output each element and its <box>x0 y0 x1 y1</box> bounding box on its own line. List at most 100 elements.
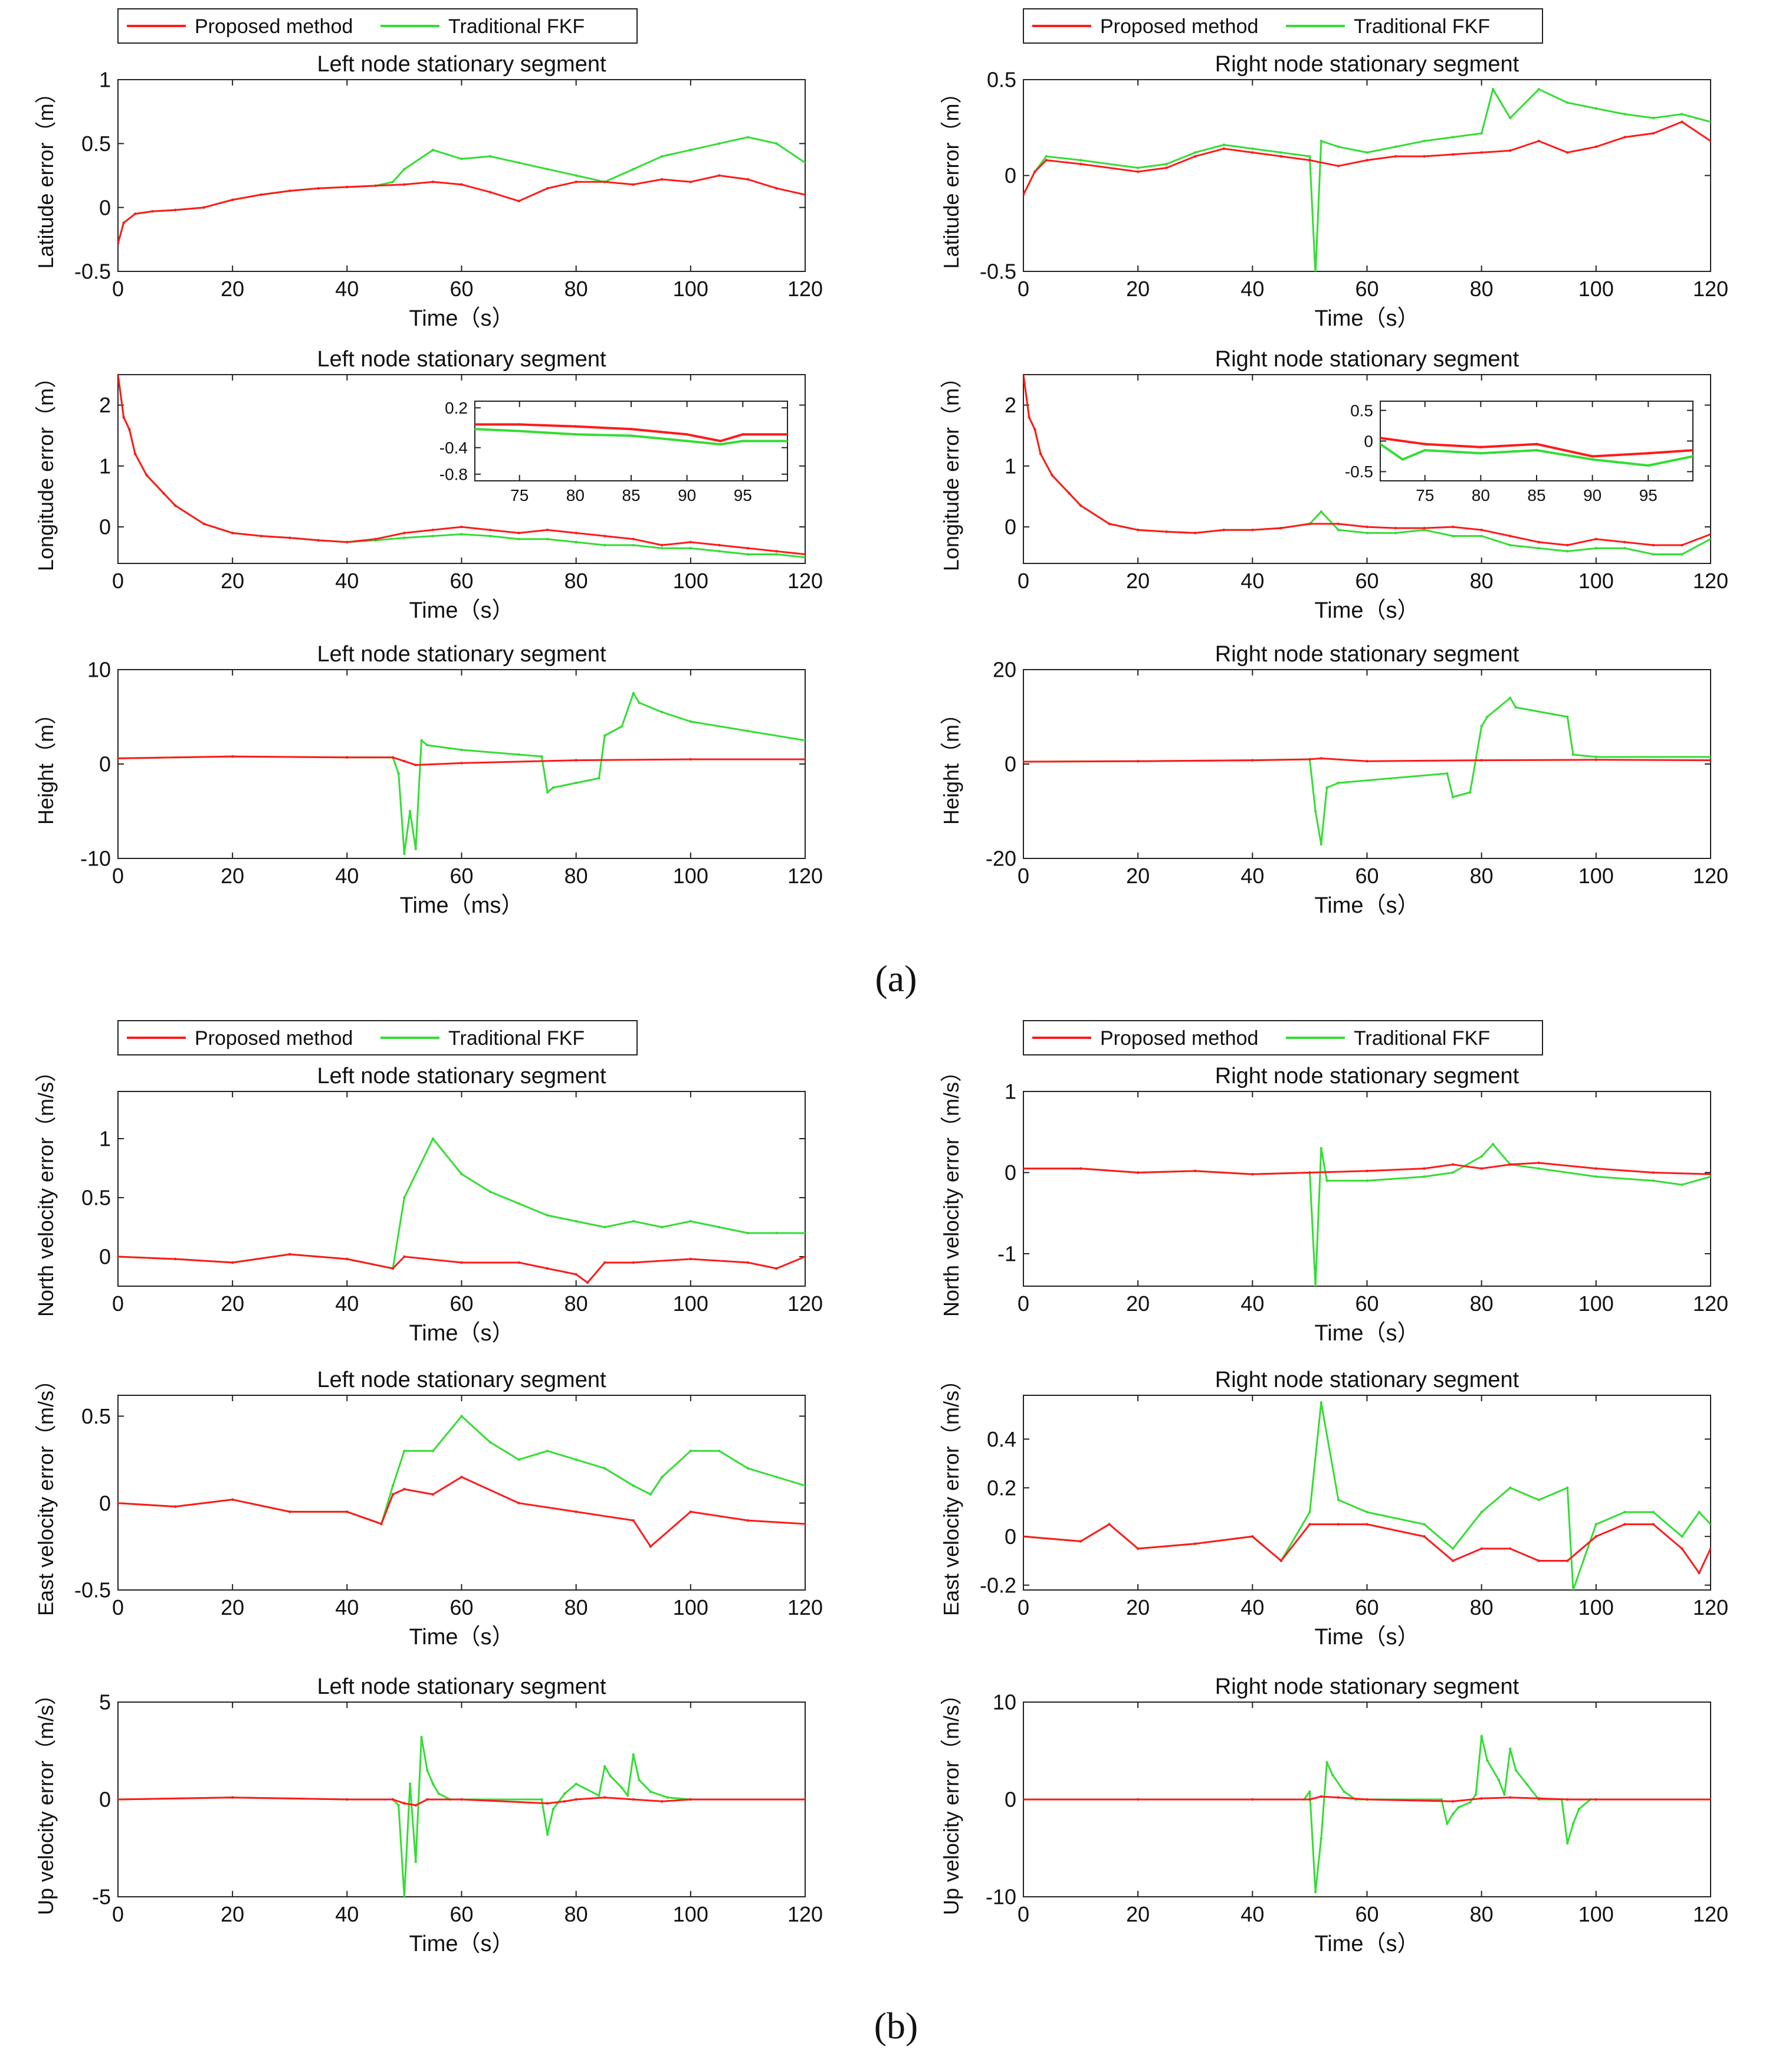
proposed-data-point <box>1033 170 1036 173</box>
axes-box <box>117 1395 806 1591</box>
x-axis-label: Time（s） <box>1314 1321 1419 1346</box>
y-tick-label: -20 <box>986 847 1016 871</box>
subplot-title: Left node stationary segment <box>317 1368 606 1392</box>
x-tick-label: 0 <box>1018 1291 1029 1316</box>
inset-proposed-data-point <box>1479 445 1482 449</box>
traditional-data-point <box>546 1833 549 1836</box>
x-tick-label: 40 <box>335 1595 359 1619</box>
x-axis-label: Time（s） <box>1314 306 1419 331</box>
proposed-data-point <box>317 186 320 190</box>
proposed-data-point <box>1023 1798 1025 1801</box>
traditional-data-point <box>1451 136 1455 139</box>
proposed-data-point <box>391 756 395 759</box>
traditional-data-point <box>649 1790 652 1793</box>
x-tick-label: 80 <box>564 569 588 593</box>
traditional-data-point <box>1681 553 1683 556</box>
x-tick-label: 40 <box>1240 569 1264 593</box>
proposed-data-point <box>288 189 291 192</box>
x-tick-label: 60 <box>449 1595 473 1619</box>
traditional-data-point <box>397 772 400 775</box>
x-tick-label: 0 <box>112 569 124 593</box>
traditional-data-point <box>718 1225 721 1229</box>
traditional-data-point <box>1480 724 1483 728</box>
proposed-data-point <box>1594 758 1598 762</box>
proposed-series-line <box>1023 1523 1711 1574</box>
traditional-data-point <box>1337 145 1340 148</box>
traditional-data-point <box>626 1794 629 1797</box>
proposed-data-point <box>1308 1798 1311 1801</box>
x-tick-label: 100 <box>1578 864 1614 888</box>
y-tick-label: 1 <box>1005 1080 1016 1104</box>
proposed-data-point <box>1251 1798 1254 1801</box>
proposed-data-point <box>133 212 137 215</box>
traditional-data-point <box>1451 1171 1455 1174</box>
proposed-data-point <box>403 183 406 186</box>
traditional-data-point <box>540 755 543 758</box>
proposed-data-point <box>1222 147 1225 150</box>
proposed-data-point <box>1709 1547 1711 1550</box>
inset-traditional-data-point <box>518 430 521 432</box>
y-tick-label: 0 <box>1005 1160 1016 1185</box>
proposed-data-point <box>632 183 635 186</box>
proposed-data-point <box>1194 155 1197 158</box>
y-tick-label: 0.4 <box>987 1427 1016 1451</box>
proposed-data-point <box>1594 145 1598 148</box>
proposed-data-point <box>414 1804 418 1807</box>
x-tick-label: 60 <box>1355 1291 1379 1316</box>
x-tick-label: 120 <box>1693 569 1728 593</box>
traditional-data-point <box>1652 1510 1655 1514</box>
traditional-data-point <box>1457 1806 1460 1809</box>
traditional-data-point <box>426 1769 429 1772</box>
traditional-data-point <box>1222 143 1225 146</box>
traditional-data-point <box>552 1808 555 1811</box>
x-tick-label: 20 <box>1126 277 1150 301</box>
proposed-data-point <box>1652 1523 1655 1526</box>
traditional-data-point <box>1325 1761 1328 1764</box>
traditional-data-point <box>632 1484 635 1487</box>
x-tick-label: 120 <box>1693 864 1728 888</box>
proposed-data-point <box>803 553 805 556</box>
traditional-data-point <box>403 1196 406 1199</box>
x-tick-label: 20 <box>221 1595 244 1619</box>
proposed-data-point <box>1652 132 1655 135</box>
proposed-data-point <box>603 181 606 183</box>
inset-traditional-data-point <box>475 428 477 431</box>
inset-proposed-data-point <box>629 428 633 431</box>
x-tick-label: 20 <box>1126 1291 1150 1316</box>
proposed-data-point <box>1566 543 1569 547</box>
inset-axes-box <box>1380 401 1693 481</box>
x-tick-label: 60 <box>1355 277 1379 301</box>
traditional-data-point <box>666 1796 669 1799</box>
proposed-data-point <box>460 183 463 186</box>
proposed-data-point <box>1023 1535 1025 1538</box>
y-tick-label: 0 <box>1005 515 1016 539</box>
x-tick-label: 20 <box>221 1902 244 1926</box>
traditional-data-point <box>1337 781 1340 785</box>
traditional-data-point <box>1423 1175 1426 1178</box>
traditional-data-point <box>661 1476 664 1478</box>
proposed-data-point <box>546 529 549 532</box>
traditional-data-point <box>746 1467 750 1470</box>
proposed-data-point <box>380 1522 383 1526</box>
proposed-data-point <box>1480 1547 1483 1550</box>
proposed-data-point <box>1451 1163 1455 1166</box>
traditional-data-point <box>460 748 463 752</box>
proposed-data-point <box>403 760 406 763</box>
proposed-data-point <box>1136 1547 1140 1550</box>
x-tick-label: 80 <box>564 1902 588 1926</box>
x-tick-label: 80 <box>1470 864 1494 888</box>
axes-box <box>1023 1395 1711 1591</box>
x-tick-label: 120 <box>787 864 823 888</box>
traditional-data-point <box>689 1450 692 1453</box>
y-axis-label: East velocity error（m/s） <box>939 1369 963 1616</box>
y-tick-label: 0.5 <box>81 132 111 156</box>
x-tick-label: 100 <box>1578 1291 1614 1316</box>
x-axis-label: Time（s） <box>1314 893 1419 918</box>
proposed-data-point <box>1537 1797 1540 1800</box>
proposed-data-point <box>1623 540 1626 544</box>
x-tick-label: 40 <box>1240 277 1264 301</box>
traditional-data-point <box>517 537 520 540</box>
traditional-data-point <box>1491 88 1495 91</box>
traditional-data-point <box>1136 166 1140 169</box>
